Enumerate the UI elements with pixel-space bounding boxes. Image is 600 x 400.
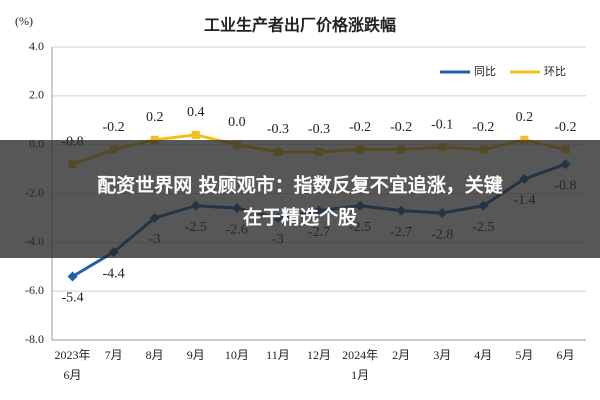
x-tick-label-line: 2024年 — [342, 348, 378, 362]
x-tick-label: 11月 — [266, 348, 290, 362]
x-tick-label: 3月 — [433, 348, 451, 362]
legend-label: 同比 — [474, 65, 496, 78]
x-tick-label-line: 1月 — [351, 368, 369, 382]
data-label: -4.4 — [103, 266, 125, 281]
x-tick-label-line: 6月 — [556, 348, 574, 362]
data-label: -0.2 — [554, 120, 576, 135]
data-label: 0.2 — [516, 110, 534, 125]
legend-label: 环比 — [544, 65, 566, 78]
data-label: -0.1 — [431, 117, 453, 132]
y-unit: (%) — [15, 14, 33, 28]
x-tick-label: 2023年 6月 — [55, 348, 91, 382]
x-tick-label-line: 12月 — [307, 348, 331, 362]
banner-text: 配资世界网 投顾观市：指数反复不宜追涨，关键 — [97, 174, 503, 197]
data-label: -0.3 — [308, 122, 330, 137]
data-label: 0.4 — [187, 105, 205, 120]
data-label: 0.0 — [228, 115, 246, 130]
chart-title: 工业生产者出厂价格涨跌幅 — [204, 16, 396, 35]
data-label: -0.2 — [472, 120, 494, 135]
x-tick-label-line: 8月 — [146, 348, 164, 362]
data-label: -0.2 — [349, 120, 371, 135]
x-tick-label-line: 7月 — [105, 348, 123, 362]
x-tick-label: 8月 — [146, 348, 164, 362]
data-label: -0.2 — [103, 120, 125, 135]
point — [191, 130, 200, 139]
x-tick-label-line: 2023年 — [55, 348, 91, 362]
x-tick-label-line: 6月 — [64, 368, 82, 382]
x-tick-label-line: 4月 — [474, 348, 492, 362]
x-tick-label: 2024年 1月 — [342, 348, 378, 382]
x-tick-label: 10月 — [225, 348, 249, 362]
y-tick-label: 2.0 — [29, 88, 44, 102]
y-tick-label: -8.0 — [25, 332, 44, 346]
x-tick-label: 6月 — [556, 348, 574, 362]
banner-text: 在于精选个股 — [243, 206, 357, 229]
x-tick-label: 5月 — [515, 348, 533, 362]
x-tick-label-line: 2月 — [392, 348, 410, 362]
data-label: -0.3 — [267, 122, 289, 137]
x-tick-label: 4月 — [474, 348, 492, 362]
x-tick-label: 9月 — [187, 348, 205, 362]
x-tick-label: 2月 — [392, 348, 410, 362]
x-tick-label-line: 5月 — [515, 348, 533, 362]
banner-bg — [0, 140, 600, 258]
x-tick-label-line: 9月 — [187, 348, 205, 362]
y-tick-label: -6.0 — [25, 283, 44, 297]
data-label: -5.4 — [61, 291, 83, 306]
data-label: 0.2 — [146, 110, 164, 125]
point — [67, 271, 78, 282]
x-tick-label: 12月 — [307, 348, 331, 362]
x-tick-label-line: 10月 — [225, 348, 249, 362]
y-tick-label: 4.0 — [29, 39, 44, 53]
data-label: -0.2 — [390, 120, 412, 135]
point — [150, 135, 159, 144]
point — [520, 135, 529, 144]
x-tick-label-line: 3月 — [433, 348, 451, 362]
x-tick-label: 7月 — [105, 348, 123, 362]
x-tick-label-line: 11月 — [266, 348, 290, 362]
